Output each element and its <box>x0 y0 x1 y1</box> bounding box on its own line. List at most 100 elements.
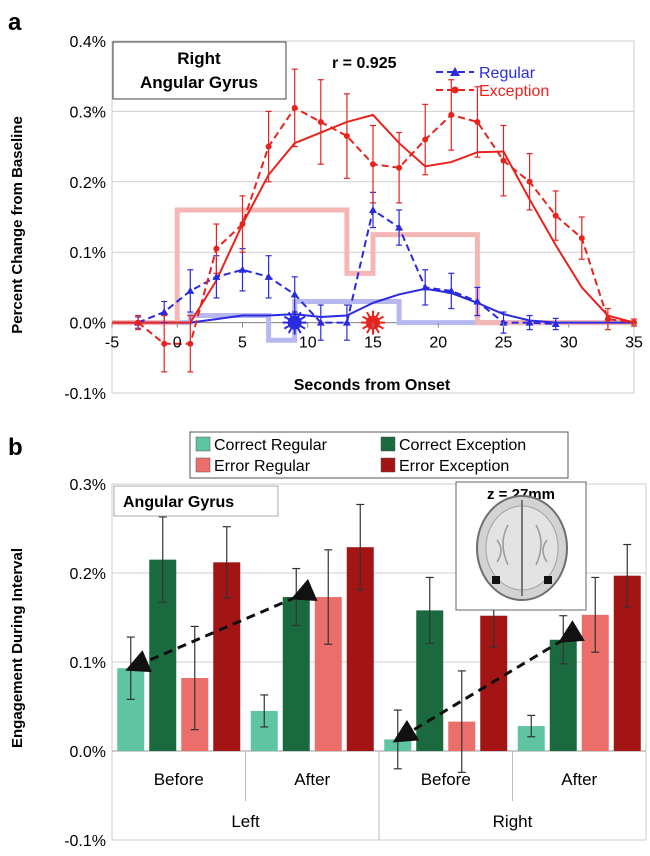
panel-a-title-line2: Angular Gyrus <box>140 73 258 92</box>
x-tick-label: -5 <box>105 335 119 352</box>
data-point <box>448 111 455 118</box>
legend-correct-exception-label: Correct Exception <box>399 437 526 454</box>
panel-a-x-axis-label: Seconds from Onset <box>294 377 451 394</box>
y-tick-label: 0.1% <box>70 655 106 672</box>
regular-onset-marker-core <box>287 315 302 330</box>
panel-b-arrows <box>125 578 585 743</box>
regular-onset-marker <box>282 310 307 335</box>
data-point <box>474 118 481 125</box>
data-point <box>525 318 534 326</box>
panel-a-onset-markers <box>282 310 385 335</box>
data-point <box>578 235 585 242</box>
legend-error-exception-label: Error Exception <box>399 458 509 475</box>
y-tick-label: 0.3% <box>70 104 106 121</box>
data-point <box>422 136 429 143</box>
y-tick-label: -0.1% <box>64 833 106 850</box>
legend-exception-label: Exception <box>479 83 549 100</box>
panel-b: b Correct Regular Correct Exception Erro… <box>8 431 647 850</box>
data-point <box>290 290 299 298</box>
y-tick-label: 0.0% <box>70 744 106 761</box>
y-tick-label: 0.4% <box>70 34 106 51</box>
data-point <box>186 286 195 294</box>
panel-b-title-box <box>113 485 279 517</box>
panel-b-label: b <box>8 434 23 461</box>
right-roi-marker <box>544 576 552 584</box>
panel-a: a -0.1% 0.0% 0.1% 0.2% 0.3% 0.4% -5 0 5 10 15 20 25… <box>8 9 643 403</box>
data-point <box>552 212 559 219</box>
y-tick-label: 0.2% <box>70 175 106 192</box>
data-point <box>135 319 142 326</box>
panel-a-y-axis-label: Percent Change from Baseline <box>9 116 26 334</box>
panel-b-category-labels: Before After Before After Left Right <box>154 751 598 840</box>
left-roi-marker <box>492 576 500 584</box>
data-point <box>447 286 456 294</box>
legend-error-exception-swatch <box>380 457 396 473</box>
category-label: Before <box>154 770 204 789</box>
data-point <box>604 316 611 323</box>
group-label: Right <box>493 812 533 831</box>
data-point <box>187 340 194 347</box>
brain-slice-inset: z = 27mm <box>455 481 587 611</box>
panel-b-legend-box <box>189 431 569 479</box>
data-point <box>342 318 351 326</box>
brain-sulci-icon <box>496 524 548 566</box>
exception-onset-marker <box>361 310 385 335</box>
x-tick-label: 25 <box>495 335 513 352</box>
data-point <box>500 157 507 164</box>
correlation-label: r = 0.925 <box>332 55 397 72</box>
x-tick-label: 20 <box>429 335 447 352</box>
data-point <box>421 283 430 291</box>
data-point <box>370 161 376 168</box>
group-label: Left <box>231 812 260 831</box>
x-tick-label: 35 <box>625 335 643 352</box>
data-point <box>316 318 325 326</box>
x-tick-label: 0 <box>173 335 182 352</box>
legend-correct-regular-swatch <box>195 436 211 452</box>
data-point <box>238 265 247 273</box>
legend-regular-triangle-icon <box>450 67 460 76</box>
data-point <box>317 118 324 125</box>
exception-series-line <box>137 106 635 345</box>
data-point <box>526 178 533 185</box>
category-label: After <box>294 770 330 789</box>
y-tick-label: -0.1% <box>64 386 106 403</box>
fit-regular-line <box>112 287 634 324</box>
category-label: Before <box>421 770 471 789</box>
y-tick-label: 0.1% <box>70 245 106 262</box>
panel-a-label: a <box>8 9 22 36</box>
y-tick-label: 0.2% <box>70 566 106 583</box>
panel-b-y-axis-label: Engagement During Interval <box>9 548 26 748</box>
legend-error-regular-label: Error Regular <box>214 458 311 475</box>
legend-error-regular-swatch <box>195 457 211 473</box>
data-point <box>160 308 169 316</box>
x-tick-label: 15 <box>364 335 382 352</box>
trend-arrow-1 <box>125 578 318 673</box>
legend-regular-label: Regular <box>479 65 536 82</box>
legend-exception-circle-icon <box>451 86 459 94</box>
panel-b-title: Angular Gyrus <box>123 494 234 511</box>
trend-arrow-2 <box>392 620 585 743</box>
x-tick-label: 5 <box>238 335 247 352</box>
box-exception-line <box>112 207 634 326</box>
data-point <box>264 272 273 280</box>
data-point <box>343 133 350 140</box>
data-point <box>265 143 272 150</box>
panel-a-data-series <box>134 68 637 373</box>
panel-a-legend: Regular Exception <box>436 65 549 100</box>
data-point <box>369 205 377 213</box>
x-tick-label: 10 <box>299 335 317 352</box>
panel-a-title-box <box>112 41 287 100</box>
y-tick-label: 0.0% <box>70 316 106 333</box>
data-point <box>551 320 560 328</box>
category-label: After <box>561 770 597 789</box>
panel-b-y-ticks: -0.1% 0.0% 0.1% 0.2% 0.3% <box>64 477 106 850</box>
data-point <box>395 223 404 231</box>
data-point <box>161 340 168 347</box>
x-tick-label: 30 <box>560 335 578 352</box>
data-point <box>213 245 220 252</box>
data-point <box>212 272 221 280</box>
data-point <box>291 104 298 111</box>
panel-a-title-line1: Right <box>177 49 221 68</box>
panel-a-x-ticks: -5 0 5 10 15 20 25 30 35 <box>105 322 643 352</box>
